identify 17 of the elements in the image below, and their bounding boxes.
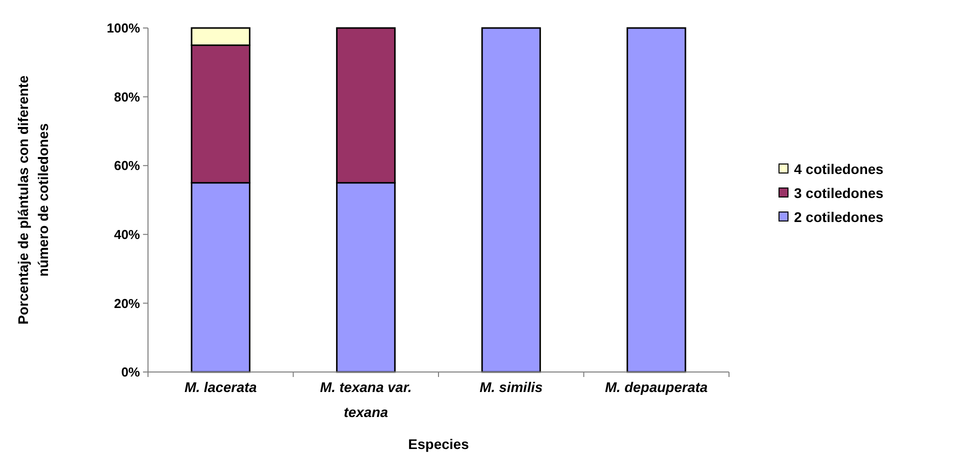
x-tick-label: M. texana var. texana [320, 379, 412, 420]
x-tick-label: M. similis [480, 379, 543, 395]
bar [626, 27, 686, 373]
bar [481, 27, 541, 373]
x-axis-title: Especies [408, 436, 470, 452]
x-tick-label: M. lacerata [184, 379, 258, 395]
y-tick-label: 0% [121, 364, 140, 380]
y-tick-label: 40% [114, 226, 140, 242]
y-tick-label: 60% [114, 158, 140, 174]
legend-label: 2 cotiledones [794, 208, 884, 225]
y-tick-label: 20% [114, 296, 140, 311]
y-tick-label: 100% [106, 20, 140, 36]
y-axis-title: Porcentaje de plántulas con diferente número de cotiledones [15, 75, 51, 324]
x-tick-label: M. depauperata [605, 379, 708, 395]
legend-label: 3 cotiledones [794, 184, 884, 201]
y-tick-label: 80% [114, 89, 140, 104]
legend-label: 4 cotiledones [794, 160, 884, 177]
